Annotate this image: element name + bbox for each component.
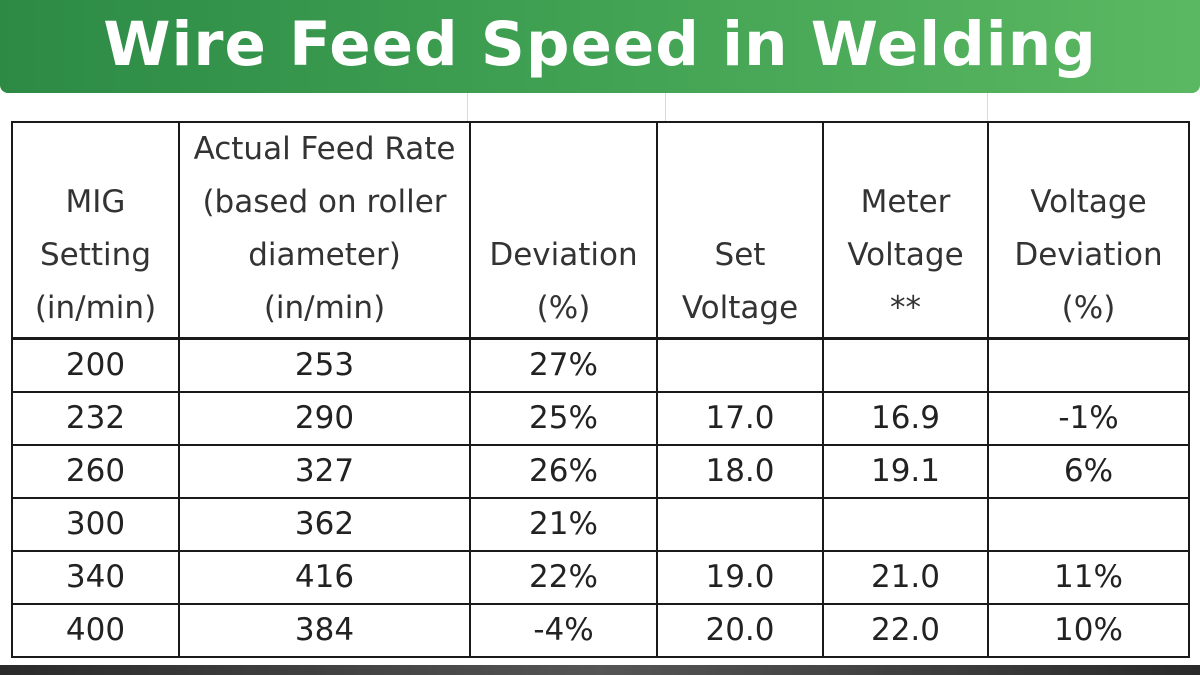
cell-mig-setting: 232 bbox=[11, 390, 180, 446]
table-row: 260 327 26% 18.0 19.1 6% bbox=[11, 443, 1190, 499]
cell-voltage-deviation: -1% bbox=[987, 390, 1190, 446]
cell-meter-voltage bbox=[822, 337, 989, 393]
cell-set-voltage: 17.0 bbox=[656, 390, 824, 446]
cell-set-voltage bbox=[656, 337, 824, 393]
page-title: Wire Feed Speed in Welding bbox=[103, 9, 1097, 80]
header-set-voltage: Set Voltage bbox=[656, 121, 824, 340]
cell-meter-voltage bbox=[822, 496, 989, 552]
cell-mig-setting: 340 bbox=[11, 549, 180, 605]
cell-set-voltage: 19.0 bbox=[656, 549, 824, 605]
header-mig-setting: MIG Setting (in/min) bbox=[11, 121, 180, 340]
cell-actual-feed-rate: 253 bbox=[178, 337, 471, 393]
header-voltage-deviation: Voltage Deviation (%) bbox=[987, 121, 1190, 340]
header-row: MIG Setting (in/min) Actual Feed Rate (b… bbox=[11, 121, 1190, 340]
cell-set-voltage bbox=[656, 496, 824, 552]
cell-deviation: 22% bbox=[469, 549, 658, 605]
cell-actual-feed-rate: 290 bbox=[178, 390, 471, 446]
cell-actual-feed-rate: 362 bbox=[178, 496, 471, 552]
cell-mig-setting: 260 bbox=[11, 443, 180, 499]
gridline bbox=[665, 93, 666, 123]
cell-deviation: 25% bbox=[469, 390, 658, 446]
cell-voltage-deviation: 6% bbox=[987, 443, 1190, 499]
cell-voltage-deviation bbox=[987, 337, 1190, 393]
table-row: 232 290 25% 17.0 16.9 -1% bbox=[11, 390, 1190, 446]
cell-meter-voltage: 19.1 bbox=[822, 443, 989, 499]
header-actual-feed-rate: Actual Feed Rate (based on roller diamet… bbox=[178, 121, 471, 340]
cell-mig-setting: 300 bbox=[11, 496, 180, 552]
wire-feed-table: MIG Setting (in/min) Actual Feed Rate (b… bbox=[11, 121, 1190, 658]
cell-set-voltage: 18.0 bbox=[656, 443, 824, 499]
cell-deviation: -4% bbox=[469, 602, 658, 658]
cell-actual-feed-rate: 384 bbox=[178, 602, 471, 658]
cell-mig-setting: 400 bbox=[11, 602, 180, 658]
table-row: 340 416 22% 19.0 21.0 11% bbox=[11, 549, 1190, 605]
cell-actual-feed-rate: 416 bbox=[178, 549, 471, 605]
table-row: 400 384 -4% 20.0 22.0 10% bbox=[11, 602, 1190, 658]
gridline bbox=[467, 93, 468, 123]
cell-voltage-deviation bbox=[987, 496, 1190, 552]
cell-actual-feed-rate: 327 bbox=[178, 443, 471, 499]
header-deviation: Deviation (%) bbox=[469, 121, 658, 340]
cell-voltage-deviation: 11% bbox=[987, 549, 1190, 605]
cell-deviation: 27% bbox=[469, 337, 658, 393]
cell-meter-voltage: 22.0 bbox=[822, 602, 989, 658]
cell-deviation: 26% bbox=[469, 443, 658, 499]
cell-set-voltage: 20.0 bbox=[656, 602, 824, 658]
gridline bbox=[987, 93, 988, 123]
cell-mig-setting: 200 bbox=[11, 337, 180, 393]
cell-deviation: 21% bbox=[469, 496, 658, 552]
table-row: 200 253 27% bbox=[11, 337, 1190, 393]
spreadsheet-area: MIG Setting (in/min) Actual Feed Rate (b… bbox=[0, 93, 1200, 665]
cell-voltage-deviation: 10% bbox=[987, 602, 1190, 658]
title-banner: Wire Feed Speed in Welding bbox=[0, 0, 1200, 93]
bottom-edge-bar bbox=[0, 665, 1200, 675]
cell-meter-voltage: 21.0 bbox=[822, 549, 989, 605]
table-row: 300 362 21% bbox=[11, 496, 1190, 552]
cell-meter-voltage: 16.9 bbox=[822, 390, 989, 446]
header-meter-voltage: Meter Voltage ** bbox=[822, 121, 989, 340]
